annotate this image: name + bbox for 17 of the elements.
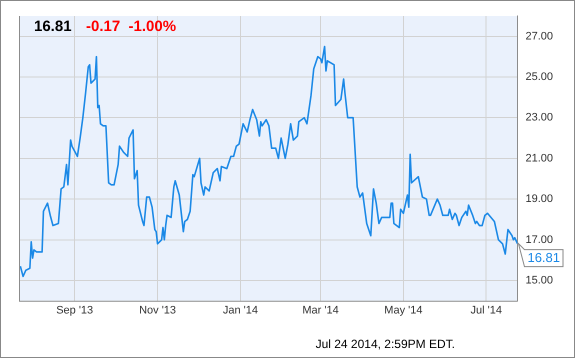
chart-subtitle: -0.17 -1.00% bbox=[86, 17, 176, 36]
x-tick-label: Jan '14 bbox=[222, 304, 258, 316]
y-tick-label: 27.00 bbox=[525, 30, 554, 42]
y-tick-label: 17.00 bbox=[525, 234, 554, 246]
x-tick-label: Mar '14 bbox=[302, 304, 339, 316]
y-tick-label: 21.00 bbox=[525, 152, 554, 164]
y-tick-label: 23.00 bbox=[525, 112, 554, 124]
x-tick-label: Nov '13 bbox=[139, 304, 176, 316]
y-tick-label: 15.00 bbox=[525, 274, 554, 286]
x-tick-label: Jul '14 bbox=[470, 304, 502, 316]
text: Jul 24 2014, 2:59PM EDT. bbox=[316, 337, 455, 351]
y-tick-label: 19.00 bbox=[525, 193, 554, 206]
chart-title: 16.81 bbox=[34, 17, 72, 36]
y-tick-label: 25.00 bbox=[525, 71, 554, 84]
x-tick-label: May '14 bbox=[384, 304, 422, 316]
annotation: 16.81 bbox=[527, 250, 560, 266]
x-tick-label: Sep '13 bbox=[56, 304, 94, 316]
